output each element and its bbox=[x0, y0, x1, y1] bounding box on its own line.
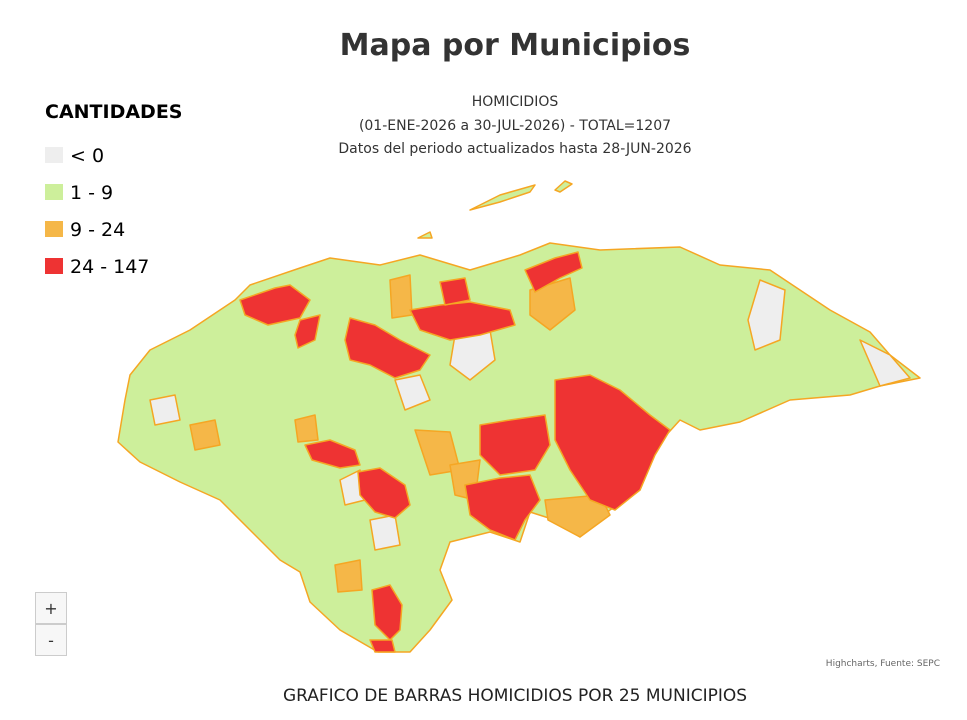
legend: < 0 1 - 9 9 - 24 24 - 147 bbox=[45, 145, 149, 278]
legend-label: < 0 bbox=[70, 145, 104, 167]
zoom-out-button[interactable]: - bbox=[35, 624, 67, 656]
subtitle-line: HOMICIDIOS bbox=[472, 94, 559, 110]
footer-text: GRAFICO DE BARRAS HOMICIDIOS POR 25 MUNI… bbox=[283, 686, 747, 706]
island bbox=[469, 184, 536, 211]
legend-swatch bbox=[45, 184, 63, 200]
region-group bbox=[189, 274, 611, 593]
map bbox=[117, 180, 921, 653]
credits: Highcharts, Fuente: SEPC bbox=[826, 659, 940, 669]
subtitle-line: (01-ENE-2026 a 30-JUL-2026) - TOTAL=1207 bbox=[359, 118, 671, 134]
island bbox=[417, 231, 433, 239]
legend-label: 9 - 24 bbox=[70, 219, 125, 241]
legend-label: 24 - 147 bbox=[70, 256, 149, 278]
island bbox=[554, 180, 573, 193]
legend-swatch bbox=[45, 258, 63, 274]
legend-swatch bbox=[45, 221, 63, 237]
legend-label: 1 - 9 bbox=[70, 182, 113, 204]
region-group bbox=[149, 279, 911, 551]
legend-title: CANTIDADES bbox=[45, 101, 183, 123]
legend-swatch bbox=[45, 147, 63, 163]
subtitle-line: Datos del periodo actualizados hasta 28-… bbox=[338, 141, 691, 157]
zoom-in-button[interactable]: + bbox=[35, 592, 67, 624]
map-title: Mapa por Municipios bbox=[340, 28, 691, 63]
region-group bbox=[239, 251, 671, 653]
